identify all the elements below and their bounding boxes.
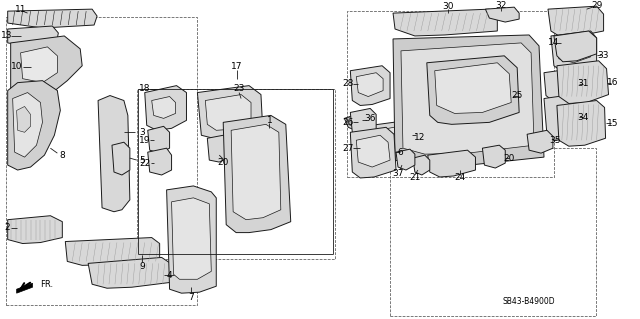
Polygon shape bbox=[8, 216, 62, 243]
Text: 35: 35 bbox=[549, 136, 561, 145]
Text: 6: 6 bbox=[397, 148, 403, 157]
Polygon shape bbox=[231, 124, 281, 220]
Polygon shape bbox=[413, 155, 430, 175]
Text: 33: 33 bbox=[597, 51, 609, 60]
Bar bbox=[390, 148, 596, 316]
Polygon shape bbox=[350, 127, 396, 178]
Text: 25: 25 bbox=[511, 91, 523, 100]
Text: 13: 13 bbox=[1, 32, 12, 41]
Text: 1: 1 bbox=[267, 116, 273, 125]
Text: 12: 12 bbox=[414, 133, 426, 142]
Polygon shape bbox=[350, 66, 390, 106]
Text: 30: 30 bbox=[442, 2, 453, 11]
Polygon shape bbox=[557, 100, 605, 146]
Text: 7: 7 bbox=[189, 293, 195, 302]
Text: 8: 8 bbox=[60, 151, 65, 160]
Polygon shape bbox=[356, 73, 383, 97]
Text: 29: 29 bbox=[591, 1, 602, 10]
Polygon shape bbox=[8, 9, 97, 28]
Polygon shape bbox=[148, 126, 170, 153]
Polygon shape bbox=[371, 120, 416, 155]
Text: 10: 10 bbox=[11, 62, 22, 71]
Text: 36: 36 bbox=[364, 114, 376, 123]
Text: 27: 27 bbox=[342, 144, 354, 153]
Text: 4: 4 bbox=[167, 271, 172, 280]
Polygon shape bbox=[544, 94, 580, 140]
Polygon shape bbox=[554, 31, 596, 62]
Text: 28: 28 bbox=[342, 79, 354, 88]
Polygon shape bbox=[401, 43, 534, 154]
Polygon shape bbox=[393, 35, 544, 165]
Polygon shape bbox=[17, 283, 33, 293]
Polygon shape bbox=[527, 130, 553, 153]
Polygon shape bbox=[548, 6, 604, 36]
Polygon shape bbox=[544, 69, 579, 100]
Polygon shape bbox=[350, 108, 376, 135]
Bar bbox=[6, 17, 197, 305]
Polygon shape bbox=[148, 148, 172, 175]
Polygon shape bbox=[20, 47, 58, 83]
Polygon shape bbox=[17, 107, 31, 132]
Text: 15: 15 bbox=[607, 119, 618, 128]
Text: FR.: FR. bbox=[40, 280, 54, 289]
Text: 21: 21 bbox=[409, 174, 420, 182]
Polygon shape bbox=[356, 135, 390, 167]
Polygon shape bbox=[152, 97, 175, 118]
Text: 2: 2 bbox=[4, 223, 10, 232]
Bar bbox=[348, 11, 554, 177]
Text: 17: 17 bbox=[232, 62, 243, 71]
Polygon shape bbox=[557, 38, 591, 63]
Polygon shape bbox=[428, 150, 476, 177]
Polygon shape bbox=[396, 149, 415, 170]
Polygon shape bbox=[427, 56, 519, 124]
Polygon shape bbox=[551, 31, 596, 71]
Bar bbox=[137, 89, 335, 259]
Polygon shape bbox=[435, 63, 511, 114]
Text: 23: 23 bbox=[234, 84, 244, 93]
Text: 11: 11 bbox=[15, 5, 26, 14]
Polygon shape bbox=[166, 186, 216, 293]
Polygon shape bbox=[346, 115, 360, 127]
Text: 34: 34 bbox=[577, 113, 588, 122]
Text: 9: 9 bbox=[139, 262, 145, 271]
Polygon shape bbox=[393, 9, 497, 36]
Text: 31: 31 bbox=[577, 79, 588, 88]
Polygon shape bbox=[378, 125, 410, 148]
Polygon shape bbox=[13, 93, 42, 157]
Text: 37: 37 bbox=[392, 168, 404, 177]
Polygon shape bbox=[355, 133, 378, 161]
Polygon shape bbox=[98, 96, 130, 212]
Text: 20: 20 bbox=[504, 154, 515, 163]
Text: 24: 24 bbox=[454, 174, 465, 182]
Polygon shape bbox=[483, 145, 505, 168]
Polygon shape bbox=[172, 198, 211, 279]
Polygon shape bbox=[557, 61, 609, 103]
Text: 22: 22 bbox=[139, 159, 150, 167]
Polygon shape bbox=[8, 26, 58, 47]
Text: 5: 5 bbox=[139, 156, 145, 165]
Polygon shape bbox=[205, 94, 251, 130]
Polygon shape bbox=[197, 85, 263, 140]
Text: 3: 3 bbox=[139, 128, 145, 137]
Text: 20: 20 bbox=[218, 158, 229, 167]
Polygon shape bbox=[344, 115, 362, 130]
Text: 18: 18 bbox=[139, 84, 150, 93]
Polygon shape bbox=[65, 238, 159, 265]
Text: 32: 32 bbox=[495, 1, 507, 10]
Polygon shape bbox=[485, 7, 519, 22]
Text: 26: 26 bbox=[342, 118, 354, 127]
Polygon shape bbox=[207, 135, 229, 162]
Text: 16: 16 bbox=[607, 78, 618, 87]
Polygon shape bbox=[145, 85, 186, 130]
Polygon shape bbox=[8, 81, 60, 170]
Polygon shape bbox=[88, 257, 173, 288]
Text: 14: 14 bbox=[548, 38, 559, 48]
Text: SB43-B4900D: SB43-B4900D bbox=[503, 297, 556, 306]
Polygon shape bbox=[112, 142, 130, 175]
Polygon shape bbox=[223, 115, 291, 233]
Polygon shape bbox=[11, 36, 82, 97]
Text: 19: 19 bbox=[139, 136, 150, 145]
